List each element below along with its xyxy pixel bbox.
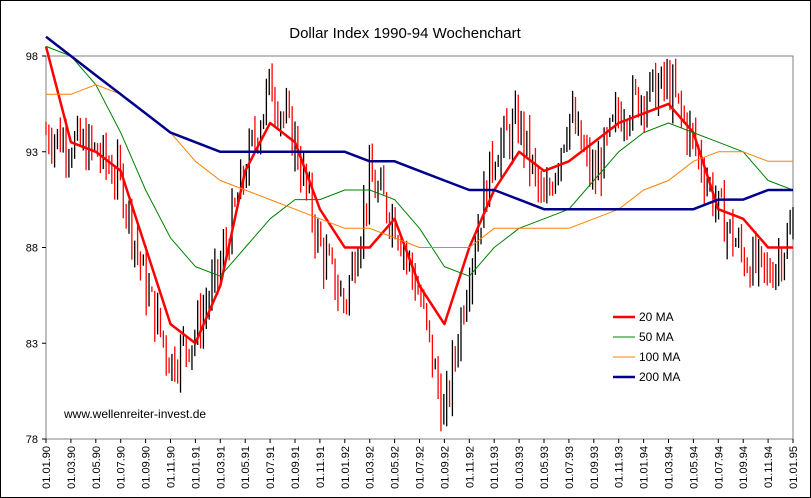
x-tick-label: 01.11.91 bbox=[315, 446, 327, 488]
legend-label: 50 MA bbox=[639, 330, 674, 344]
x-tick-label: 01.05.91 bbox=[240, 446, 252, 489]
y-tick-label: 83 bbox=[26, 338, 38, 350]
legend-label: 20 MA bbox=[639, 310, 674, 324]
x-tick-label: 01.07.92 bbox=[415, 446, 427, 489]
x-tick-label: 01.03.91 bbox=[215, 446, 227, 489]
x-tick-label: 01.03.94 bbox=[664, 446, 676, 489]
x-tick-label: 01.09.94 bbox=[738, 446, 750, 489]
y-axis: 78 83 88 93 98 bbox=[26, 51, 46, 446]
x-tick-label: 01.09.93 bbox=[589, 446, 601, 489]
x-tick-label: 01.03.93 bbox=[514, 446, 526, 489]
x-tick-label: 01.07.91 bbox=[265, 446, 277, 489]
x-tick-label: 01.01.95 bbox=[788, 446, 800, 489]
series-line bbox=[45, 35, 793, 211]
series-line bbox=[44, 46, 793, 345]
y-tick-label: 88 bbox=[26, 243, 38, 255]
x-tick-label: 01.07.90 bbox=[116, 446, 128, 489]
legend: 20 MA 50 MA 100 MA 200 MA bbox=[613, 310, 680, 384]
x-tick-label: 01.03.92 bbox=[365, 446, 377, 489]
x-tick-label: 01.11.90 bbox=[166, 446, 178, 488]
x-axis: 01.01.90 01.03.90 01.05.90 01.07.90 01.09.90… bbox=[41, 439, 800, 489]
x-tick-label: 01.01.94 bbox=[639, 446, 651, 489]
x-tick-label: 01.07.94 bbox=[713, 446, 725, 489]
watermark: www.wellenreiter-invest.de bbox=[63, 407, 206, 421]
x-tick-label: 01.11.94 bbox=[763, 446, 775, 488]
x-tick-label: 01.05.92 bbox=[390, 446, 402, 489]
legend-label: 100 MA bbox=[639, 350, 680, 364]
x-tick-label: 01.01.93 bbox=[489, 446, 501, 489]
x-tick-label: 01.01.90 bbox=[41, 446, 53, 489]
x-tick-label: 01.05.93 bbox=[539, 446, 551, 489]
x-tick-label: 01.05.90 bbox=[91, 446, 103, 489]
y-tick-label: 98 bbox=[26, 51, 38, 63]
moving-averages bbox=[44, 35, 794, 345]
series-line bbox=[45, 45, 794, 277]
chart-title: Dollar Index 1990-94 Wochenchart bbox=[289, 25, 521, 42]
x-tick-label: 01.09.91 bbox=[290, 446, 302, 489]
y-tick-label: 78 bbox=[26, 434, 38, 446]
x-tick-label: 01.01.92 bbox=[340, 446, 352, 489]
x-tick-label: 01.09.90 bbox=[141, 446, 153, 489]
y-tick-label: 93 bbox=[26, 147, 38, 159]
x-tick-label: 01.03.90 bbox=[66, 446, 78, 489]
x-tick-label: 01.07.93 bbox=[564, 446, 576, 489]
x-tick-label: 01.01.91 bbox=[190, 446, 202, 489]
x-tick-label: 01.05.94 bbox=[688, 446, 700, 489]
legend-label: 200 MA bbox=[639, 370, 680, 384]
x-tick-label: 01.09.92 bbox=[439, 446, 451, 489]
x-tick-label: 01.11.93 bbox=[614, 446, 626, 488]
x-tick-label: 01.11.92 bbox=[464, 446, 476, 488]
